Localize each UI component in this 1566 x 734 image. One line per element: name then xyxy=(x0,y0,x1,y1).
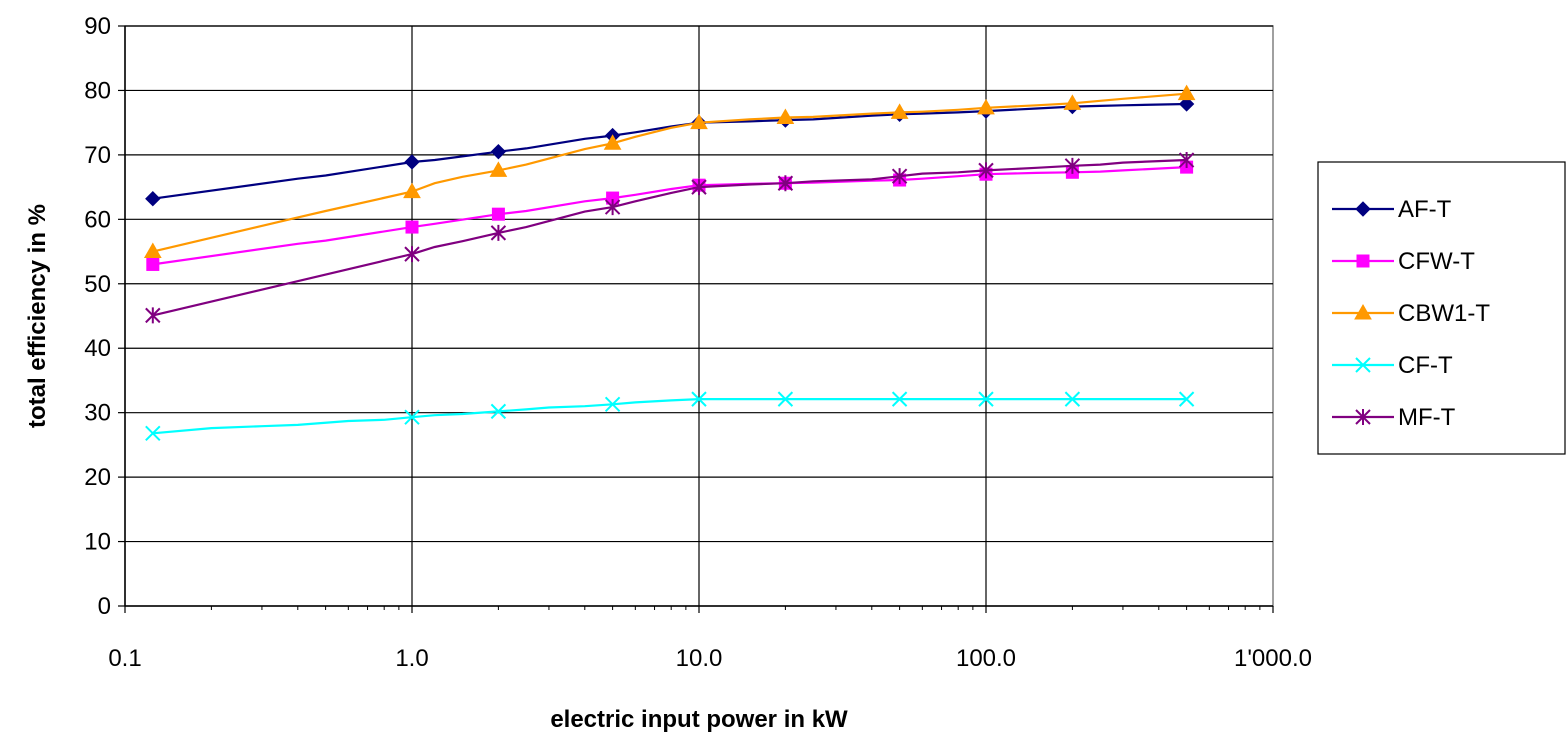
data-point xyxy=(977,98,995,115)
data-point xyxy=(1063,94,1082,110)
data-point xyxy=(145,307,161,324)
data-point xyxy=(777,391,794,407)
data-point xyxy=(1177,84,1196,101)
data-point xyxy=(490,224,507,241)
y-tick-label: 10 xyxy=(84,529,111,556)
data-point xyxy=(491,207,505,221)
y-tick-label: 0 xyxy=(98,593,111,620)
y-tick-label: 50 xyxy=(84,271,111,298)
legend-marker xyxy=(1355,409,1371,425)
y-tick-label: 80 xyxy=(84,77,111,104)
legend-label: CFW-T xyxy=(1398,248,1475,275)
y-axis-title: total efficiency in % xyxy=(24,204,51,428)
legend-marker xyxy=(1356,254,1370,268)
axes xyxy=(118,25,1274,613)
x-tick-label: 10.0 xyxy=(676,645,723,672)
y-tick-label: 20 xyxy=(84,464,111,491)
data-point xyxy=(1064,157,1081,174)
legend-item: CF-T xyxy=(1332,352,1453,379)
legend-item: MF-T xyxy=(1332,404,1456,431)
data-point xyxy=(691,391,707,407)
y-tick-label: 90 xyxy=(84,13,111,40)
series-line xyxy=(152,158,1187,317)
data-point xyxy=(1178,152,1195,169)
data-point xyxy=(690,113,708,130)
x-tick-label: 0.1 xyxy=(108,645,141,672)
data-point xyxy=(777,175,794,192)
legend-marker xyxy=(1355,357,1371,373)
data-point xyxy=(1064,391,1081,407)
data-point xyxy=(143,242,162,259)
data-point xyxy=(405,220,419,234)
legend-label: MF-T xyxy=(1398,404,1456,431)
data-point xyxy=(891,391,908,407)
y-tick-label: 60 xyxy=(84,206,111,233)
series-cbw1-t xyxy=(143,84,1196,259)
legend-label: CBW1-T xyxy=(1398,300,1490,327)
legend-item: AF-T xyxy=(1332,196,1452,223)
data-point xyxy=(403,182,421,199)
data-point xyxy=(490,403,507,420)
data-point xyxy=(978,162,994,179)
data-point xyxy=(776,108,795,125)
data-point xyxy=(978,391,994,407)
series-line xyxy=(152,398,1187,435)
data-point xyxy=(145,425,161,441)
data-point xyxy=(891,168,908,185)
gridlines xyxy=(125,25,1273,606)
legend-label: CF-T xyxy=(1398,352,1453,379)
x-tick-label: 100.0 xyxy=(956,645,1016,672)
data-point xyxy=(145,191,161,207)
data-point xyxy=(604,396,621,412)
x-tick-label: 1'000.0 xyxy=(1234,645,1312,672)
data-point xyxy=(604,199,621,216)
data-point xyxy=(404,409,420,425)
series-line xyxy=(152,92,1187,253)
data-point xyxy=(404,246,420,263)
series-line xyxy=(152,102,1187,200)
data-point xyxy=(890,103,909,119)
data-point xyxy=(404,154,420,170)
legend-marker xyxy=(1354,303,1372,320)
data-point xyxy=(1178,96,1195,112)
series-layer xyxy=(143,84,1196,441)
data-point xyxy=(489,161,508,177)
legend-item: CBW1-T xyxy=(1332,300,1490,327)
data-point xyxy=(691,179,707,196)
data-point xyxy=(603,134,622,150)
y-tick-label: 70 xyxy=(84,142,111,169)
data-point xyxy=(1178,391,1195,407)
legend-item: CFW-T xyxy=(1332,248,1475,275)
y-tick-label: 40 xyxy=(84,335,111,362)
data-point xyxy=(490,143,507,160)
x-axis-title: electric input power in kW xyxy=(550,706,848,733)
y-tick-label: 30 xyxy=(84,400,111,427)
legend-label: AF-T xyxy=(1398,196,1452,223)
series-cf-t xyxy=(145,391,1195,441)
x-tick-label: 1.0 xyxy=(395,645,428,672)
series-mf-t xyxy=(145,152,1195,324)
tick-labels: 0 10 20 30 40 50 60 70 80 90 0.1 1.0 10.0 100.0 1'000.… xyxy=(84,13,1312,672)
legend-marker xyxy=(1355,201,1371,217)
legend: AF-T CFW-T CBW1-T CF-T MF-T xyxy=(1317,161,1566,455)
data-point xyxy=(146,257,160,271)
